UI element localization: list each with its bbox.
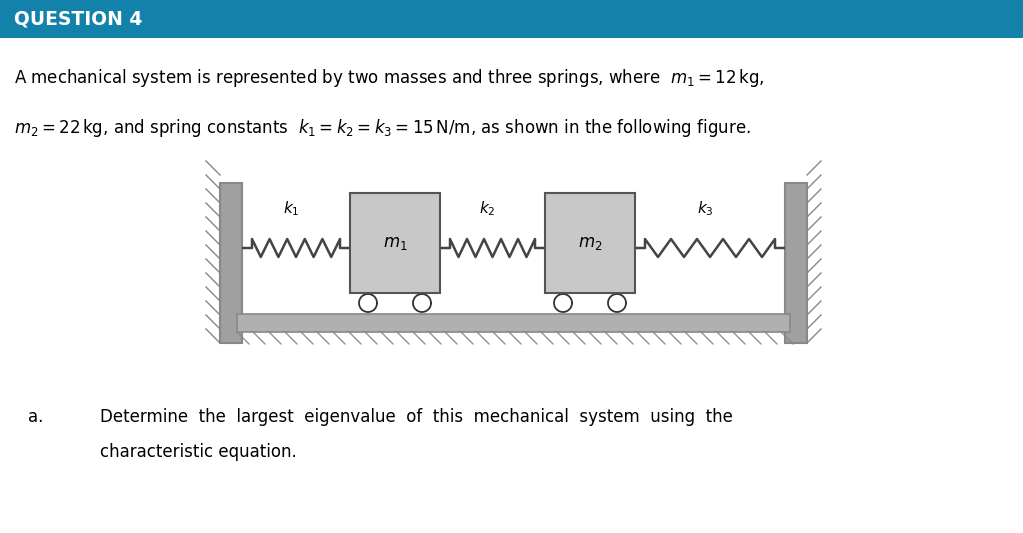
Text: characteristic equation.: characteristic equation.: [100, 443, 297, 461]
Text: $k_1$: $k_1$: [282, 199, 300, 218]
Text: $m_1$: $m_1$: [383, 234, 407, 252]
Bar: [785, 183, 807, 343]
Polygon shape: [359, 294, 377, 312]
Text: $m_2$: $m_2$: [578, 234, 603, 252]
Text: Determine  the  largest  eigenvalue  of  this  mechanical  system  using  the: Determine the largest eigenvalue of this…: [100, 408, 732, 426]
Text: QUESTION 4: QUESTION 4: [14, 10, 142, 28]
Bar: [350, 193, 440, 293]
Text: $k_3$: $k_3$: [697, 199, 713, 218]
Bar: [220, 183, 242, 343]
Text: $m_2 = 22\,\mathrm{kg}$, and spring constants  $k_1 = k_2 = k_3 = 15\,\mathrm{N/: $m_2 = 22\,\mathrm{kg}$, and spring cons…: [14, 117, 751, 139]
Polygon shape: [608, 294, 626, 312]
Text: $k_2$: $k_2$: [479, 199, 496, 218]
Text: a.: a.: [28, 408, 43, 426]
Bar: [237, 314, 790, 332]
Bar: [545, 193, 635, 293]
Bar: [0, 0, 1023, 38]
Text: A mechanical system is represented by two masses and three springs, where  $m_1 : A mechanical system is represented by tw…: [14, 67, 764, 89]
Polygon shape: [413, 294, 431, 312]
Polygon shape: [554, 294, 572, 312]
